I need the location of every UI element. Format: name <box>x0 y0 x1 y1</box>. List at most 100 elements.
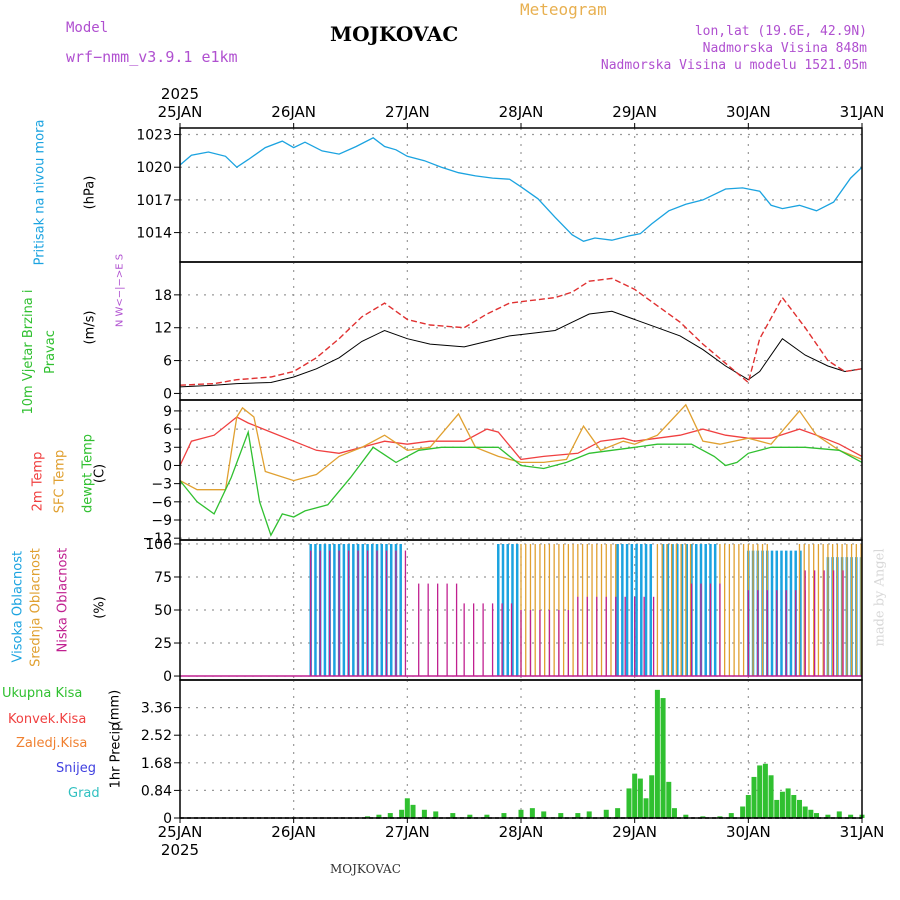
precip-bar <box>728 813 734 818</box>
xtick-label-bottom: 25JAN <box>158 823 203 841</box>
footer-station: MOJKOVAC <box>330 862 401 876</box>
tempsfc-label: SFC Temp <box>52 449 68 514</box>
ytick-label: 0.84 <box>141 783 172 799</box>
precip-bar <box>615 808 621 818</box>
temp2m-label: 2m Temp <box>30 451 46 512</box>
cloud-mid-label: Srednja Oblacnost <box>28 548 44 667</box>
precip-bar <box>745 795 751 818</box>
precip-unit: (mm) <box>107 689 123 726</box>
ytick-label: 6 <box>163 354 172 370</box>
series-line-dewpt Temp <box>179 429 863 537</box>
precip-bar <box>626 788 632 818</box>
series-line-SFC Temp <box>179 403 863 491</box>
ytick-label: 12 <box>154 321 172 337</box>
precip-bar <box>836 811 842 818</box>
precip-bar <box>387 813 393 818</box>
ytick-label: 1020 <box>136 160 172 176</box>
ytick-label: −3 <box>151 477 172 493</box>
xtick-label-bottom: 31JAN <box>840 823 885 841</box>
xtick-label-bottom: 26JAN <box>271 823 316 841</box>
station-title: MOJKOVAC <box>330 22 459 46</box>
ytick-label: 100 <box>145 537 172 553</box>
precip-bar <box>751 776 757 818</box>
precip-bar <box>700 816 706 818</box>
precip-bar <box>660 698 666 818</box>
year-label-top: 2025 <box>161 85 199 103</box>
precip-bar <box>410 804 416 818</box>
precip-bar <box>779 791 785 818</box>
ytick-label: 25 <box>154 636 172 652</box>
meteogram-panels: 1014 1017 1020 1023 0 6 12 18 −12 −9 −6 −3 0 3 6 9 0 25 50… <box>136 85 884 859</box>
precip-bar <box>802 806 808 818</box>
ytick-label: 6 <box>163 422 172 438</box>
cloud-low-label: Niska Oblacnost <box>55 547 71 653</box>
precip-bar <box>529 808 535 818</box>
precip-bar <box>774 799 780 818</box>
model-name: wrf−nmm_v3.9.1 e1km <box>66 48 238 66</box>
precip-bar <box>484 814 490 818</box>
ytick-label: −9 <box>151 513 172 529</box>
lonlat: lon,lat (19.6E, 42.9N) <box>694 24 867 39</box>
precip-bar <box>518 809 524 818</box>
precip-bar <box>643 798 649 818</box>
precip-bar <box>762 763 768 818</box>
ytick-label: −12 <box>142 531 172 547</box>
xtick-label-bottom: 27JAN <box>385 823 430 841</box>
precip-bar <box>814 813 820 818</box>
ytick-label: 3.36 <box>141 701 172 717</box>
precip-bar <box>575 813 581 818</box>
xtick-label-top: 26JAN <box>271 103 316 121</box>
series-line-pressure <box>179 137 863 243</box>
precip-bar <box>825 814 831 818</box>
ytick-label: 0 <box>163 386 172 402</box>
temp-unit: (C) <box>92 463 108 484</box>
ytick-label: 75 <box>154 570 172 586</box>
precip-bar <box>637 778 643 818</box>
ytick-label: 3 <box>163 440 172 456</box>
xtick-label-bottom: 29JAN <box>612 823 657 841</box>
legend-conv-rain: Konvek.Kisa <box>8 712 87 727</box>
precip-bar <box>671 808 677 818</box>
ytick-label: 18 <box>154 288 172 304</box>
precip-bar <box>848 814 854 818</box>
xtick-label-top: 29JAN <box>612 103 657 121</box>
ytick-label: 1.68 <box>141 756 172 772</box>
precip-bar <box>683 814 689 818</box>
altitude: Nadmorska Visina 848m <box>702 41 867 56</box>
pressure-unit: (hPa) <box>82 175 98 210</box>
xtick-label-bottom: 30JAN <box>726 823 771 841</box>
precip-bar <box>501 813 507 818</box>
precip-bar <box>433 811 439 818</box>
xtick-label-top: 28JAN <box>499 103 544 121</box>
precip-bar <box>421 809 427 818</box>
precip-bar <box>785 788 791 818</box>
model-altitude: Nadmorska Visina u modelu 1521.05m <box>600 58 867 73</box>
legend-snow: Snijeg <box>56 761 96 776</box>
year-label-bottom: 2025 <box>161 841 199 859</box>
precip-bar <box>586 811 592 818</box>
precip-bar <box>541 811 547 818</box>
legend-total-rain: Ukupna Kisa <box>2 686 83 701</box>
precip-bar <box>632 773 638 818</box>
precip-bar <box>666 781 672 818</box>
wind-compass: N W<−|−>E S <box>114 253 126 328</box>
precip-bar <box>365 816 371 818</box>
pressure-ylabel: Pritisak na nivou mora <box>32 119 48 266</box>
precip-bar <box>740 806 746 818</box>
cloud-high-label: Visoka Oblacnost <box>10 550 26 663</box>
precip-bar <box>603 809 609 818</box>
xtick-label-top: 30JAN <box>726 103 771 121</box>
ytick-label: −6 <box>151 495 172 511</box>
ytick-label: 9 <box>163 404 172 420</box>
ytick-label: 2.52 <box>141 728 172 744</box>
precip-bar <box>467 814 473 818</box>
xtick-label-top: 27JAN <box>385 103 430 121</box>
legend-freezing-rain: Zaledj.Kisa <box>16 736 88 751</box>
precip-bar <box>791 795 797 818</box>
credit: made by Angel <box>872 548 888 647</box>
precip-bar <box>717 816 723 818</box>
precip-bar <box>757 765 763 818</box>
ytick-label: 1023 <box>136 128 172 144</box>
precip-bar <box>796 799 802 818</box>
